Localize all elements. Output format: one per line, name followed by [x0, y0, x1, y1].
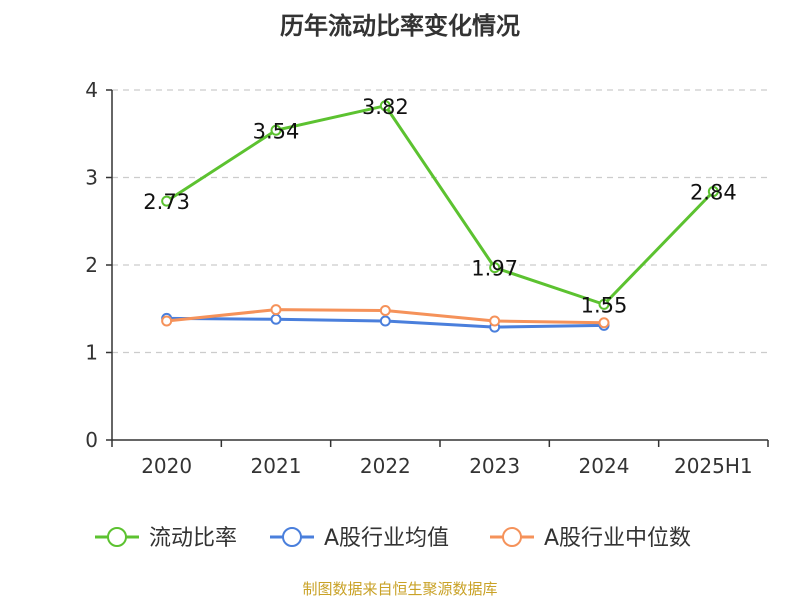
data-point [489, 315, 501, 327]
legend-label: 流动比率 [149, 526, 237, 551]
x-tick-label: 2022 [360, 454, 411, 478]
y-tick-label: 0 [85, 428, 98, 452]
x-tick-label: 2021 [251, 454, 302, 478]
y-tick-label: 1 [85, 341, 98, 365]
data-label: 3.82 [362, 95, 409, 119]
data-point [489, 262, 501, 274]
x-tick-label: 2023 [469, 454, 520, 478]
data-label: 2.73 [143, 190, 190, 214]
legend-marker [282, 527, 302, 547]
data-label: 2.84 [690, 181, 737, 205]
legend-label: A股行业均值 [324, 526, 449, 551]
data-point [161, 195, 173, 207]
data-point [379, 305, 391, 316]
chart-title: 历年流动比率变化情况 [280, 12, 520, 40]
data-label: 3.54 [253, 119, 300, 143]
data-point [707, 186, 719, 197]
x-tick-label: 2020 [141, 454, 192, 478]
data-point [379, 315, 391, 327]
data-point [270, 313, 282, 325]
data-point [161, 315, 173, 327]
data-point [598, 298, 610, 310]
legend-marker [107, 527, 127, 547]
series-line-0 [165, 104, 715, 306]
y-tick-label: 4 [85, 78, 98, 102]
data-label: 1.97 [471, 257, 518, 281]
data-label: 1.55 [581, 293, 628, 317]
data-point [379, 100, 391, 112]
x-tick-label: 2025H1 [674, 454, 753, 478]
data-point [598, 317, 610, 329]
x-tick-label: 2024 [579, 454, 630, 478]
y-tick-label: 2 [85, 253, 98, 277]
y-tick-label: 3 [85, 166, 98, 190]
source-note: 制图数据来自恒生聚源数据库 [302, 580, 498, 598]
legend-label: A股行业中位数 [544, 526, 691, 551]
data-point [270, 304, 282, 316]
data-point [270, 124, 282, 136]
legend-marker [502, 527, 522, 547]
